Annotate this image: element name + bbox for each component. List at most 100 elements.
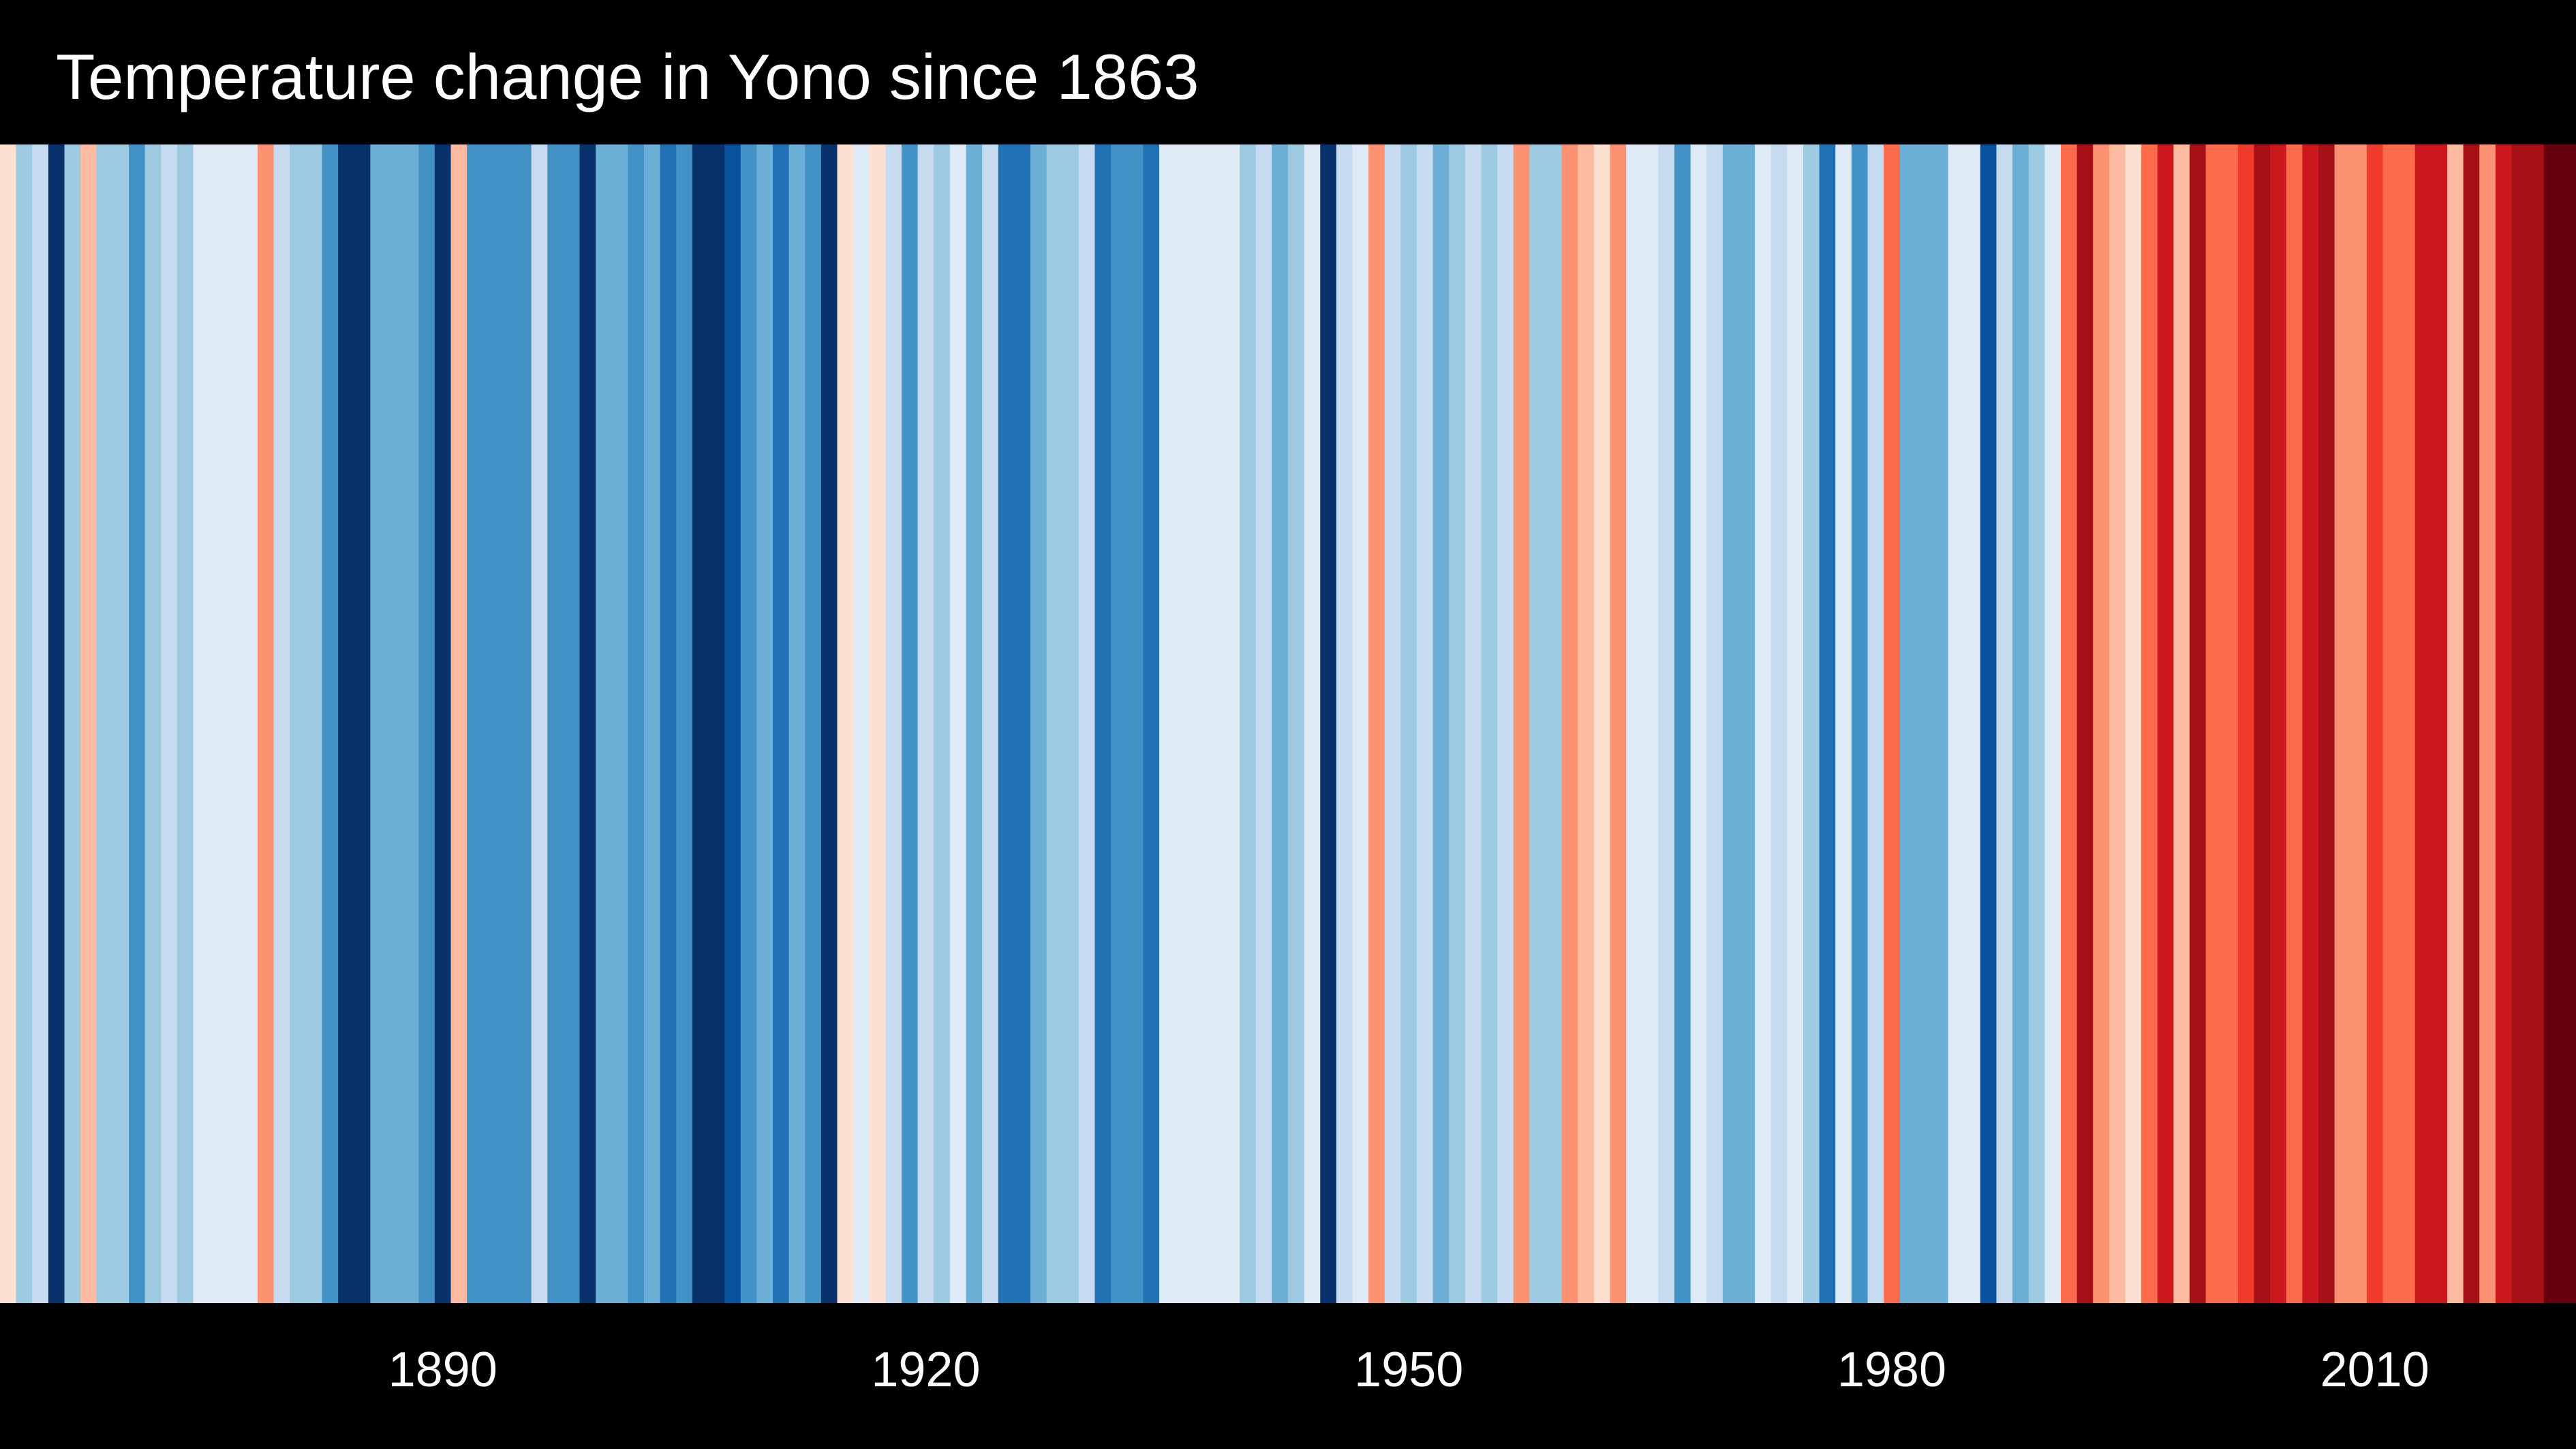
stripe-1923 — [966, 144, 983, 1303]
stripe-1998 — [2173, 144, 2190, 1303]
stripe-1875 — [193, 144, 210, 1303]
stripe-1884 — [338, 144, 355, 1303]
stripe-1888 — [402, 144, 419, 1303]
stripe-2015 — [2447, 144, 2464, 1303]
stripe-1889 — [418, 144, 435, 1303]
stripe-1943 — [1288, 144, 1305, 1303]
stripe-1891 — [450, 144, 467, 1303]
stripe-2013 — [2414, 144, 2432, 1303]
stripe-1930 — [1078, 144, 1096, 1303]
stripe-1967 — [1674, 144, 1691, 1303]
stripe-1898 — [563, 144, 581, 1303]
stripe-2000 — [2205, 144, 2222, 1303]
chart-title: Temperature change in Yono since 1863 — [56, 41, 1199, 112]
stripe-1904 — [660, 144, 677, 1303]
stripe-1929 — [1062, 144, 1079, 1303]
stripe-1997 — [2157, 144, 2174, 1303]
stripe-1992 — [2076, 144, 2094, 1303]
stripe-1917 — [869, 144, 886, 1303]
stripe-1913 — [805, 144, 822, 1303]
stripe-1892 — [467, 144, 484, 1303]
stripe-1885 — [354, 144, 371, 1303]
stripe-2003 — [2254, 144, 2271, 1303]
stripe-1963 — [1610, 144, 1627, 1303]
stripe-1871 — [129, 144, 146, 1303]
stripe-1921 — [934, 144, 951, 1303]
stripe-2016 — [2463, 144, 2480, 1303]
x-tick-label: 1980 — [1837, 1343, 1947, 1397]
stripe-1979 — [1867, 144, 1884, 1303]
stripe-1987 — [1996, 144, 2013, 1303]
stripe-1897 — [547, 144, 564, 1303]
stripe-1970 — [1722, 144, 1740, 1303]
stripe-2018 — [2495, 144, 2513, 1303]
stripe-1941 — [1255, 144, 1272, 1303]
stripe-1868 — [80, 144, 97, 1303]
stripe-1887 — [386, 144, 403, 1303]
stripe-1865 — [32, 144, 49, 1303]
stripe-1864 — [16, 144, 33, 1303]
stripe-1977 — [1835, 144, 1852, 1303]
stripe-1935 — [1159, 144, 1176, 1303]
stripe-1974 — [1787, 144, 1804, 1303]
stripe-1903 — [644, 144, 661, 1303]
stripe-2019 — [2511, 144, 2528, 1303]
x-tick-label: 1890 — [388, 1343, 497, 1397]
stripe-1962 — [1593, 144, 1611, 1303]
stripe-1994 — [2109, 144, 2126, 1303]
stripe-1900 — [596, 144, 613, 1303]
stripe-2008 — [2334, 144, 2351, 1303]
stripe-1958 — [1529, 144, 1546, 1303]
stripe-1956 — [1497, 144, 1514, 1303]
stripe-1972 — [1755, 144, 1772, 1303]
stripe-1902 — [628, 144, 645, 1303]
stripe-1883 — [322, 144, 339, 1303]
stripe-1981 — [1899, 144, 1916, 1303]
stripe-1975 — [1803, 144, 1820, 1303]
stripe-1991 — [2061, 144, 2078, 1303]
stripe-1985 — [1964, 144, 1981, 1303]
stripe-1870 — [112, 144, 129, 1303]
stripe-1867 — [64, 144, 81, 1303]
stripe-2002 — [2237, 144, 2255, 1303]
stripe-2007 — [2318, 144, 2335, 1303]
stripe-1905 — [676, 144, 693, 1303]
stripe-1989 — [2028, 144, 2045, 1303]
stripe-1912 — [788, 144, 806, 1303]
stripe-1915 — [837, 144, 854, 1303]
stripe-1924 — [982, 144, 999, 1303]
stripe-1953 — [1449, 144, 1466, 1303]
stripe-1948 — [1368, 144, 1385, 1303]
stripe-1893 — [482, 144, 500, 1303]
stripe-1964 — [1626, 144, 1643, 1303]
stripe-1879 — [258, 144, 275, 1303]
stripe-1946 — [1336, 144, 1353, 1303]
stripe-1940 — [1240, 144, 1257, 1303]
stripe-1960 — [1561, 144, 1578, 1303]
stripe-1863 — [0, 144, 17, 1303]
stripe-1908 — [724, 144, 741, 1303]
stripe-1978 — [1851, 144, 1869, 1303]
stripe-1933 — [1126, 144, 1144, 1303]
x-tick-label: 1920 — [871, 1343, 981, 1397]
stripe-1907 — [708, 144, 725, 1303]
stripe-1922 — [949, 144, 967, 1303]
stripe-1936 — [1175, 144, 1192, 1303]
x-axis: 1890 1920 1950 1980 2010 — [0, 1303, 2576, 1449]
stripe-1909 — [740, 144, 757, 1303]
stripe-1952 — [1432, 144, 1450, 1303]
stripe-1955 — [1481, 144, 1498, 1303]
stripe-1965 — [1642, 144, 1659, 1303]
stripe-1910 — [756, 144, 773, 1303]
stripe-2004 — [2270, 144, 2287, 1303]
stripe-1988 — [2012, 144, 2029, 1303]
stripe-1926 — [1014, 144, 1031, 1303]
stripe-2006 — [2302, 144, 2319, 1303]
stripe-1901 — [611, 144, 628, 1303]
stripe-1986 — [1980, 144, 1997, 1303]
stripe-1990 — [2044, 144, 2061, 1303]
stripe-1881 — [290, 144, 307, 1303]
stripe-1942 — [1272, 144, 1289, 1303]
stripe-1984 — [1948, 144, 1965, 1303]
stripe-2012 — [2399, 144, 2416, 1303]
